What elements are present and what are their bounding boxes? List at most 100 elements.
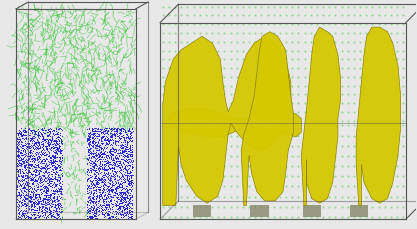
Point [117,138,124,142]
Point [38,169,45,173]
Point [33,151,40,154]
Point [34,181,41,185]
Point [88,169,95,173]
Point [127,183,133,187]
Point [28,217,35,220]
Point [29,153,36,157]
Point [38,175,44,179]
Point [35,140,42,144]
Point [103,154,109,158]
Point [39,214,46,218]
Point [118,193,125,197]
Point [117,149,123,153]
Point [107,138,114,142]
Point [124,135,131,139]
Point [99,147,106,151]
Point [56,156,63,160]
Point [117,162,124,165]
Point [129,166,136,170]
Point [19,151,25,155]
Point [90,207,97,211]
Point [101,213,108,217]
Point [30,180,37,184]
Point [28,213,35,216]
Point [116,202,123,205]
Point [48,213,55,217]
Point [48,185,54,188]
Point [30,185,37,188]
Point [35,182,42,186]
Point [51,183,58,186]
Point [92,164,99,167]
Point [127,195,134,199]
Point [29,135,36,139]
Point [99,181,106,184]
Point [116,182,123,185]
Point [124,170,131,173]
Point [23,137,30,141]
Point [84,146,90,149]
Point [27,192,33,196]
Point [15,214,21,218]
Point [53,139,59,142]
Point [129,198,136,202]
Point [88,199,95,203]
Point [53,166,60,170]
Point [25,155,32,158]
Point [44,134,51,137]
Point [98,174,105,178]
Point [116,206,123,210]
Point [87,151,94,155]
Point [108,134,115,138]
Point [40,171,46,174]
Point [20,131,27,134]
Point [40,210,47,214]
Point [52,174,59,177]
Point [36,206,43,210]
Point [35,200,42,204]
Point [58,162,64,166]
Point [106,183,113,186]
Point [99,131,106,134]
Point [30,156,37,160]
Point [113,160,120,164]
Point [16,130,23,134]
Point [119,151,126,154]
Point [120,140,126,144]
Point [17,162,23,165]
Point [95,157,102,161]
Point [120,135,127,139]
Point [94,151,101,155]
Point [102,214,108,218]
Point [50,162,57,166]
Point [97,143,104,147]
Point [49,198,56,202]
Point [114,193,121,197]
Point [22,185,28,189]
Point [42,145,49,148]
Point [18,174,24,178]
Point [118,215,125,219]
Point [108,128,115,132]
Point [102,192,108,196]
Point [14,169,20,173]
Point [49,185,56,189]
Point [50,134,57,137]
Point [117,163,124,167]
Point [111,159,117,163]
Point [87,209,93,213]
Point [40,157,46,161]
Point [17,144,24,148]
Point [40,188,47,192]
Point [48,193,55,196]
Point [113,204,119,207]
Point [127,146,134,149]
Point [32,140,39,144]
Point [45,166,51,170]
Point [114,160,121,164]
Point [15,146,21,150]
Point [30,210,37,214]
Point [111,155,118,159]
Point [123,159,130,163]
Point [43,209,49,213]
